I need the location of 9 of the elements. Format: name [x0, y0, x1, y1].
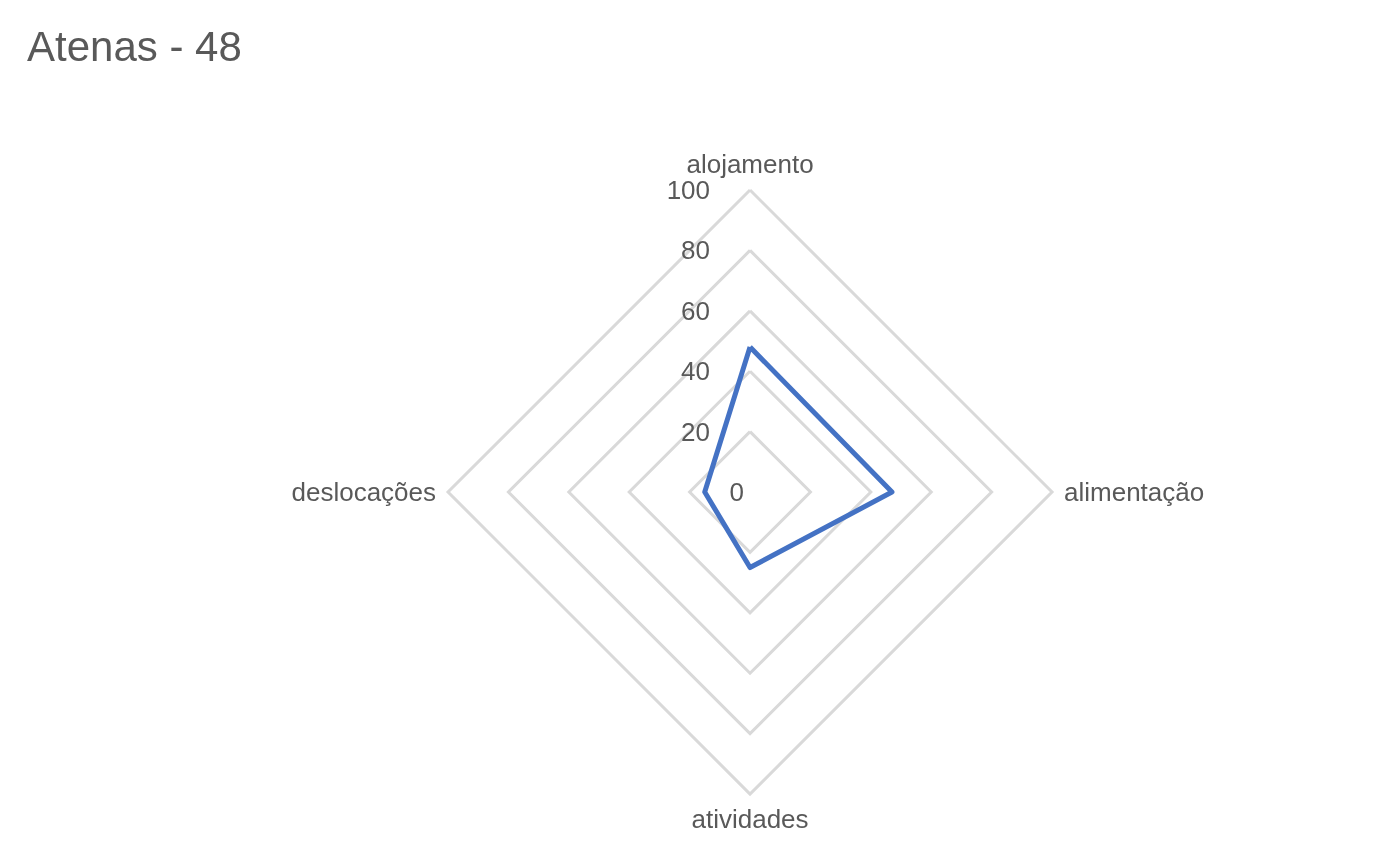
- y-tick-label: 60: [681, 295, 711, 326]
- spoke-label: deslocações: [291, 477, 437, 508]
- y-tick-label: 40: [681, 356, 711, 387]
- y-tick-label: 20: [681, 416, 711, 447]
- y-tick-label: 80: [681, 235, 711, 266]
- spoke-label: atividades: [691, 804, 809, 835]
- spoke-label: alimentação: [1064, 477, 1205, 508]
- y-tick-label: 0: [729, 477, 745, 508]
- chart-title: Atenas - 48: [27, 22, 242, 70]
